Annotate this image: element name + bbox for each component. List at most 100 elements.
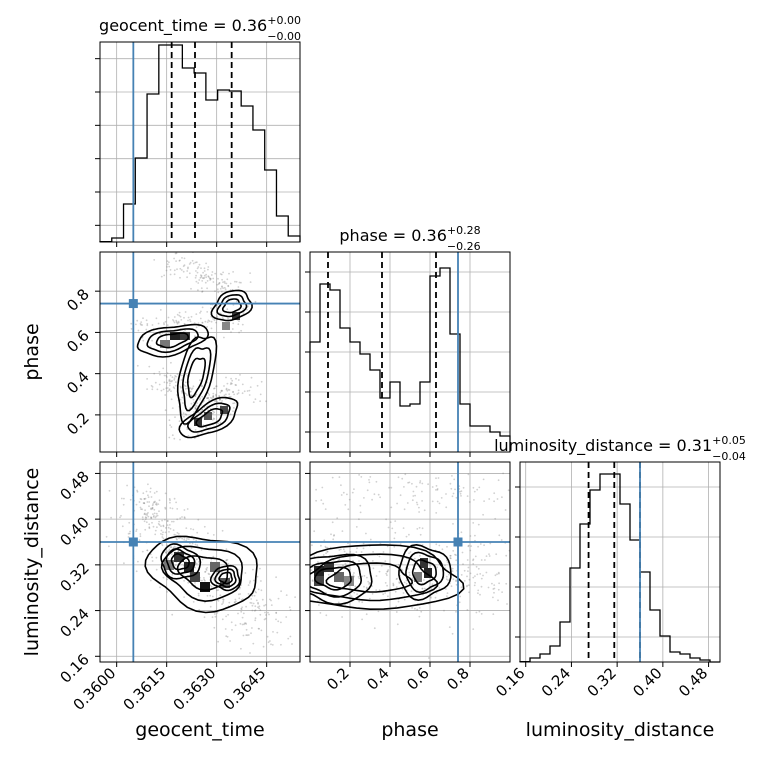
sample-point xyxy=(176,538,178,541)
sample-point xyxy=(226,278,229,281)
density-cell xyxy=(324,562,334,572)
y-tick-label: 0.24 xyxy=(56,605,92,641)
sample-point xyxy=(382,551,385,553)
sample-point xyxy=(168,389,171,392)
contour-line xyxy=(218,571,233,585)
sample-point xyxy=(268,613,270,616)
sample-point xyxy=(140,324,143,326)
sample-point xyxy=(173,316,176,318)
sample-point xyxy=(152,501,155,504)
sample-point xyxy=(166,524,169,526)
sample-point xyxy=(226,308,229,311)
x-axis-label-luminosity_distance: luminosity_distance xyxy=(526,719,715,741)
sample-point xyxy=(413,557,416,560)
sample-point xyxy=(201,290,204,293)
y-tick-label: 0.2 xyxy=(63,409,93,439)
sample-point xyxy=(492,613,495,615)
sample-point xyxy=(419,554,421,557)
sample-point xyxy=(210,274,213,276)
sample-point xyxy=(241,323,244,326)
sample-point xyxy=(460,490,463,493)
panel-frame xyxy=(99,41,301,243)
sample-point xyxy=(148,526,151,529)
sample-point xyxy=(168,436,171,439)
sample-point xyxy=(153,515,155,517)
sample-point xyxy=(139,535,142,538)
sample-point xyxy=(175,321,178,323)
contour-line xyxy=(209,564,241,592)
sample-point xyxy=(200,274,202,277)
sample-point xyxy=(234,601,236,604)
sample-point xyxy=(421,587,424,590)
sample-point xyxy=(152,503,155,505)
sample-point xyxy=(258,627,260,630)
sample-point xyxy=(188,263,191,265)
sample-point xyxy=(401,477,404,480)
sample-point xyxy=(408,574,411,577)
sample-point xyxy=(151,508,154,510)
sample-point xyxy=(385,518,387,521)
sample-point xyxy=(175,260,178,262)
sample-point xyxy=(183,596,186,598)
sample-point xyxy=(193,322,196,325)
sample-point xyxy=(153,372,156,375)
sample-point xyxy=(391,527,394,530)
sample-point xyxy=(157,503,160,505)
sample-point xyxy=(177,532,180,535)
sample-point xyxy=(218,282,221,284)
sample-point xyxy=(459,595,462,598)
sample-point xyxy=(212,392,215,395)
sample-point xyxy=(438,587,441,589)
sample-point xyxy=(250,598,253,600)
sample-point xyxy=(230,331,232,333)
sample-point xyxy=(227,562,230,565)
sample-point xyxy=(197,322,200,325)
sample-point xyxy=(189,320,192,323)
sample-point xyxy=(135,570,138,573)
sample-point xyxy=(448,626,451,628)
sample-point xyxy=(468,578,471,581)
sample-point xyxy=(190,390,192,393)
sample-point xyxy=(171,434,174,437)
sample-point xyxy=(472,628,475,630)
sample-point xyxy=(171,379,174,382)
sample-point xyxy=(331,476,334,479)
sample-point xyxy=(196,544,199,547)
sample-point xyxy=(445,493,447,495)
sample-point xyxy=(244,622,247,624)
sample-point xyxy=(234,624,237,627)
sample-point xyxy=(253,594,256,597)
sample-point xyxy=(160,533,162,535)
sample-point xyxy=(171,376,174,379)
sample-point xyxy=(149,553,152,556)
sample-point xyxy=(302,586,304,588)
contour-line xyxy=(216,293,248,318)
sample-point xyxy=(497,571,500,574)
sample-point xyxy=(219,398,221,401)
sample-point xyxy=(455,610,457,613)
sample-point xyxy=(229,640,232,642)
sample-point xyxy=(451,475,453,477)
sample-point xyxy=(231,629,233,631)
sample-point xyxy=(195,270,197,272)
sample-point xyxy=(174,416,176,418)
sample-point xyxy=(505,582,508,585)
sample-point xyxy=(359,511,362,514)
sample-point xyxy=(270,604,273,606)
sample-point xyxy=(172,520,175,523)
sample-point xyxy=(401,588,404,591)
sample-point xyxy=(242,307,245,310)
sample-point xyxy=(164,507,167,510)
sample-point xyxy=(153,259,156,261)
sample-point xyxy=(169,374,172,377)
sample-point xyxy=(148,365,151,368)
contour-line xyxy=(165,548,196,575)
sample-point xyxy=(194,407,197,410)
sample-point xyxy=(206,566,209,569)
sample-point xyxy=(479,593,481,596)
sample-point xyxy=(251,609,254,612)
sample-point xyxy=(195,274,198,277)
sample-point xyxy=(405,535,408,538)
sample-point xyxy=(366,489,369,492)
